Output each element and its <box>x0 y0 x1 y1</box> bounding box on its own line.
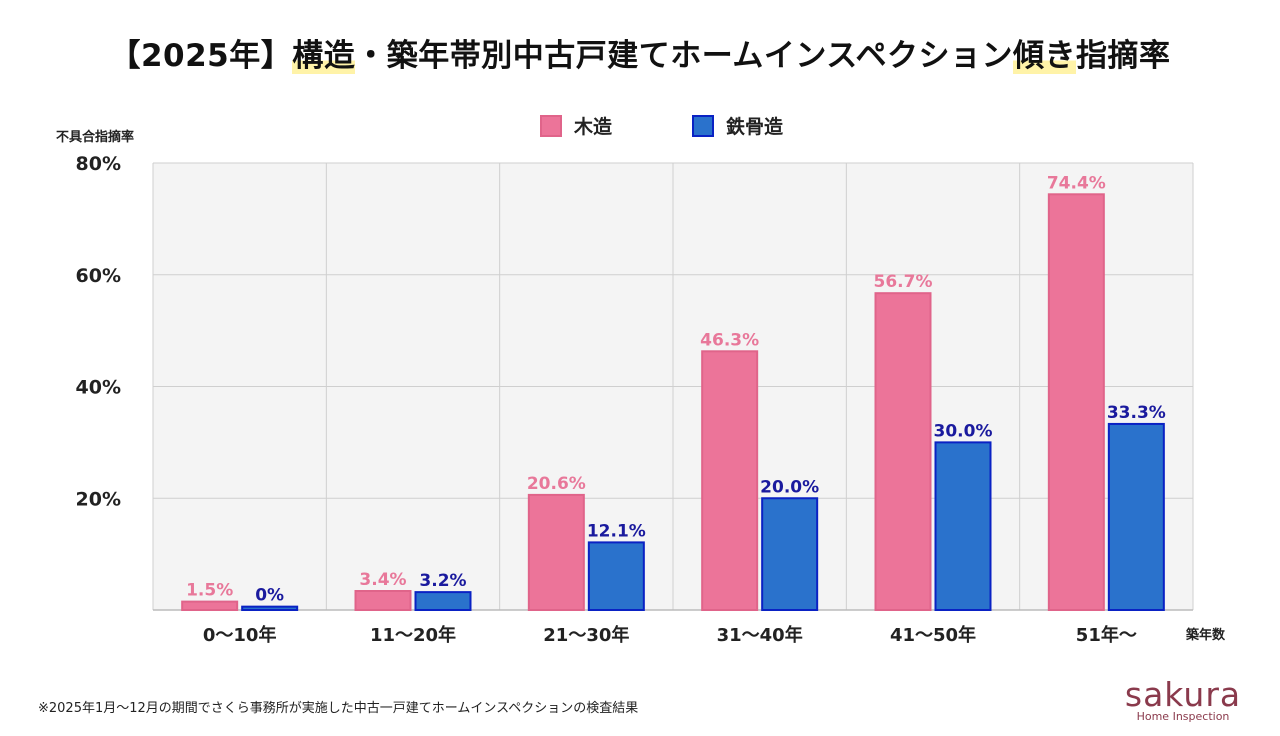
legend-label-steel: 鉄骨造 <box>726 116 784 138</box>
legend-item-steel: 鉄骨造 <box>692 112 783 139</box>
x-tick-label: 41〜50年 <box>890 624 976 646</box>
bar-wood <box>354 590 412 612</box>
bar-steel <box>241 605 299 612</box>
sakura-logo: sakura Home Inspection <box>1118 675 1248 724</box>
bar-steel <box>1107 422 1165 611</box>
bar-wood <box>181 600 239 612</box>
footnote: ※2025年1月〜12月の期間でさくら事務所が実施した中古一戸建てホームインスペ… <box>38 701 639 716</box>
data-label-steel: 0% <box>255 586 284 606</box>
y-tick-label: 60% <box>76 265 121 287</box>
legend-label-wood: 木造 <box>574 116 613 138</box>
legend: 木造 鉄骨造 <box>540 112 863 139</box>
legend-swatch-wood <box>540 114 562 137</box>
x-tick-label: 51年〜 <box>1076 624 1137 646</box>
y-tick-label: 40% <box>76 377 121 399</box>
data-label-wood: 1.5% <box>186 581 233 601</box>
bar-steel <box>761 497 819 611</box>
bar-wood <box>874 292 932 611</box>
x-tick-label: 31〜40年 <box>717 624 803 646</box>
title-part-5: 指摘率 <box>1076 38 1171 74</box>
bar-steel <box>934 441 992 611</box>
bar-wood <box>527 493 585 611</box>
title-part-1: 【2025年】 <box>109 38 293 74</box>
data-label-steel: 20.0% <box>760 477 819 497</box>
data-label-wood: 46.3% <box>700 330 759 350</box>
x-tick-label: 0〜10年 <box>203 624 277 646</box>
logo-word: sakura <box>1124 675 1242 714</box>
y-tick-label: 20% <box>76 488 121 510</box>
data-label-steel: 12.1% <box>587 521 646 541</box>
data-label-wood: 20.6% <box>527 474 586 494</box>
bar-steel <box>587 541 645 611</box>
data-label-steel: 30.0% <box>934 421 993 441</box>
bar-wood <box>1047 193 1105 611</box>
x-tick-label: 11〜20年 <box>370 624 456 646</box>
data-label-wood: 74.4% <box>1047 173 1106 193</box>
chart-title: 【2025年】構造・築年帯別中古戸建てホームインスペクション傾き指摘率 <box>0 30 1280 75</box>
legend-item-wood: 木造 <box>540 112 612 139</box>
bar-steel <box>414 591 472 611</box>
data-label-wood: 3.4% <box>359 570 406 590</box>
bar-wood <box>701 350 759 611</box>
data-label-wood: 56.7% <box>874 272 933 292</box>
title-part-4: 傾き <box>1013 38 1077 74</box>
x-tick-label: 21〜30年 <box>543 624 629 646</box>
title-part-3: ・築年帯別中古戸建てホームインスペクション <box>355 38 1014 74</box>
x-axis-label: 築年数 <box>1186 628 1226 643</box>
data-label-steel: 3.2% <box>419 571 466 591</box>
logo-subtitle: Home Inspection <box>1136 710 1230 723</box>
data-label-steel: 33.3% <box>1107 403 1166 423</box>
title-part-2: 構造 <box>292 38 356 74</box>
legend-swatch-steel <box>692 114 715 137</box>
y-tick-label: 80% <box>76 153 121 175</box>
y-axis-label: 不具合指摘率 <box>56 130 135 145</box>
